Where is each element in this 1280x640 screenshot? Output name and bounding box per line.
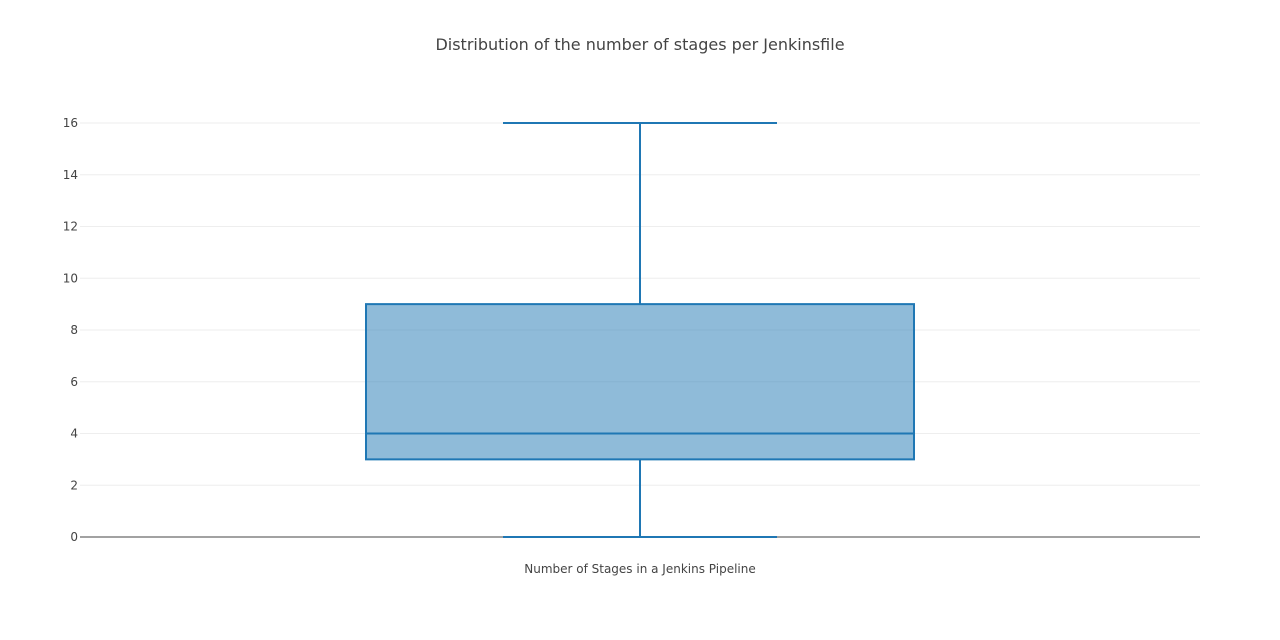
y-tick-label: 0: [70, 530, 78, 544]
y-tick-label: 2: [70, 478, 78, 492]
chart-title: Distribution of the number of stages per…: [435, 35, 844, 54]
y-tick-label: 12: [63, 220, 78, 234]
y-tick-label: 4: [70, 427, 78, 441]
y-tick-label: 10: [63, 271, 78, 285]
y-tick-label: 16: [63, 116, 78, 130]
x-category-label: Number of Stages in a Jenkins Pipeline: [524, 562, 756, 576]
box-plot: [365, 122, 915, 538]
iqr-box: [365, 303, 915, 461]
y-tick-label: 14: [63, 168, 78, 182]
y-tick-label: 8: [70, 323, 78, 337]
y-tick-label: 6: [70, 375, 78, 389]
y-axis-ticks: 0 2 4 6 8 10 12 14 16: [63, 116, 78, 544]
